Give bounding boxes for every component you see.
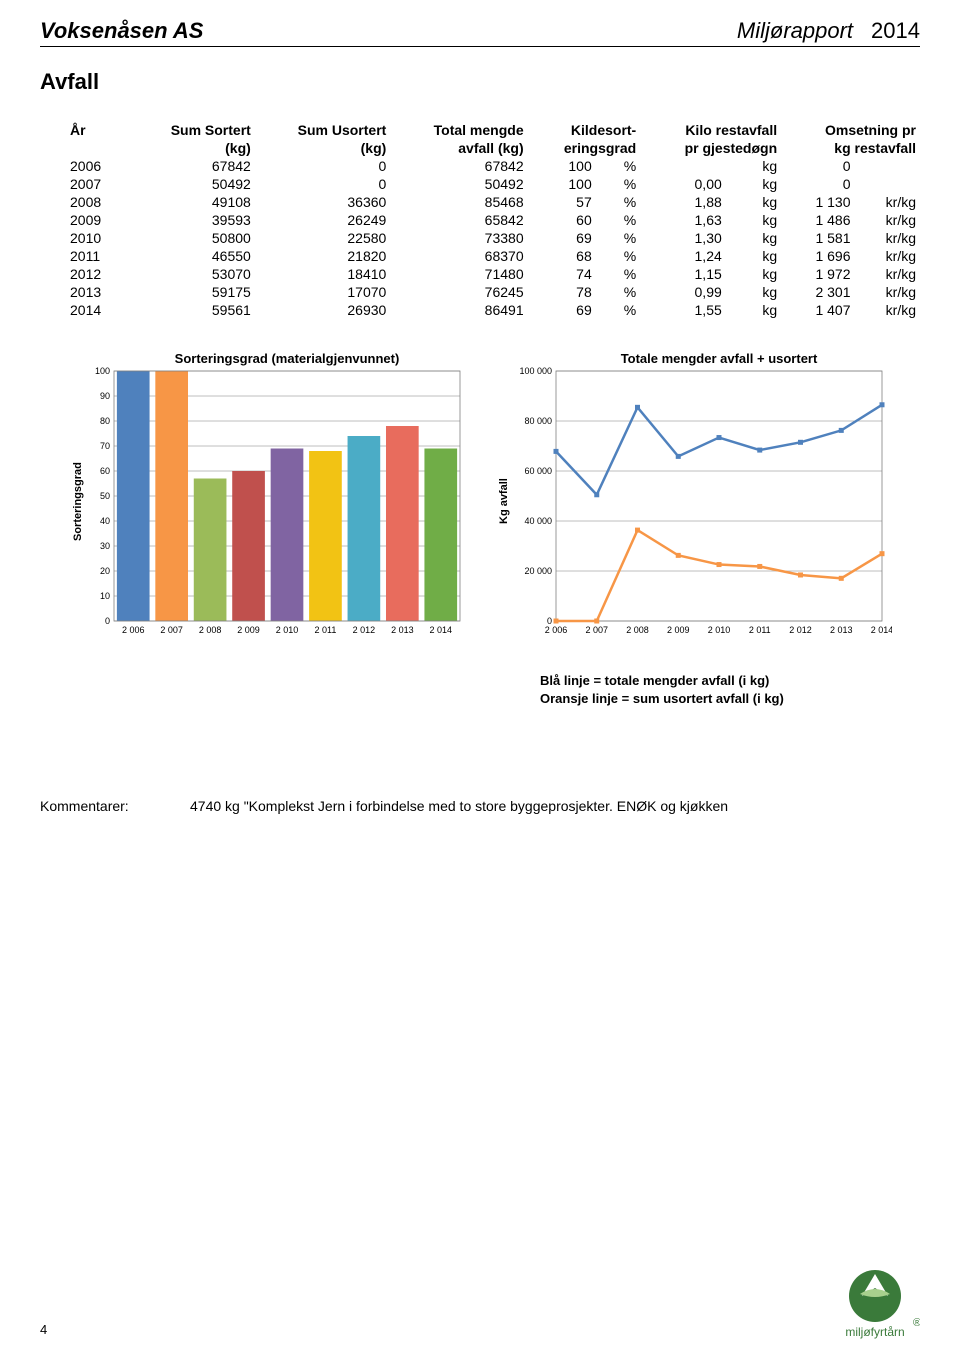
- svg-text:Sorteringsgrad (materialgjenvu: Sorteringsgrad (materialgjenvunnet): [175, 351, 400, 366]
- bar-chart: Sorteringsgrad (materialgjenvunnet) 0 10 20…: [86, 349, 466, 654]
- svg-text:2 007: 2 007: [585, 625, 608, 635]
- page-header: Voksenåsen AS Miljørapport2014: [40, 18, 920, 47]
- bar-y-label: Sorteringsgrad: [70, 349, 86, 654]
- table-row: 201253070184107148074%1,15kg1 972kr/kg: [40, 265, 920, 283]
- svg-text:2 012: 2 012: [789, 625, 812, 635]
- svg-text:2 014: 2 014: [430, 625, 453, 635]
- svg-text:60: 60: [100, 466, 110, 476]
- svg-text:0: 0: [105, 616, 110, 626]
- comments-text: 4740 kg "Komplekst Jern i forbindelse me…: [190, 798, 920, 814]
- svg-text:20 000: 20 000: [524, 566, 552, 576]
- svg-text:70: 70: [100, 441, 110, 451]
- table-row: 200849108363608546857%1,88kg1 130kr/kg: [40, 193, 920, 211]
- svg-text:20: 20: [100, 566, 110, 576]
- svg-text:2 012: 2 012: [353, 625, 376, 635]
- comments-label: Kommentarer:: [40, 798, 190, 814]
- section-title: Avfall: [40, 69, 920, 95]
- comments: Kommentarer: 4740 kg "Komplekst Jern i f…: [40, 798, 920, 814]
- bar-chart-wrap: Sorteringsgrad Sorteringsgrad (materialg…: [70, 349, 466, 654]
- miljofyrtarn-logo: miljøfyrtårn ®: [830, 1266, 920, 1351]
- svg-text:2 009: 2 009: [667, 625, 690, 635]
- th-oms: Omsetning pr: [781, 121, 920, 139]
- svg-text:2 013: 2 013: [830, 625, 853, 635]
- legend-blue: Blå linje = totale mengder avfall (i kg): [540, 672, 920, 690]
- table-row: 201050800225807338069%1,30kg1 581kr/kg: [40, 229, 920, 247]
- svg-text:80: 80: [100, 416, 110, 426]
- svg-text:2 006: 2 006: [122, 625, 145, 635]
- svg-text:2 013: 2 013: [391, 625, 414, 635]
- table-row: 200667842067842100%kg0: [40, 157, 920, 175]
- th-total: Total mengde: [390, 121, 527, 139]
- svg-text:2 010: 2 010: [708, 625, 731, 635]
- svg-text:40: 40: [100, 516, 110, 526]
- logo-text: miljøfyrtårn: [845, 1325, 904, 1339]
- chart-legend: Blå linje = totale mengder avfall (i kg)…: [540, 672, 920, 708]
- svg-text:®: ®: [913, 1317, 920, 1329]
- svg-text:100: 100: [95, 366, 110, 376]
- svg-text:2 009: 2 009: [237, 625, 260, 635]
- th-kilo: Kilo restavfall: [640, 121, 781, 139]
- svg-text:Totale mengder avfall + usorte: Totale mengder avfall + usortert: [621, 351, 818, 366]
- svg-text:80 000: 80 000: [524, 416, 552, 426]
- svg-text:10: 10: [100, 591, 110, 601]
- th-year: År: [40, 121, 131, 139]
- th-usortert: Sum Usortert: [255, 121, 391, 139]
- charts-row: Sorteringsgrad Sorteringsgrad (materialg…: [70, 349, 920, 654]
- waste-table: År Sum Sortert Sum Usortert Total mengde…: [40, 121, 920, 319]
- svg-text:90: 90: [100, 391, 110, 401]
- th-sortert: Sum Sortert: [131, 121, 255, 139]
- svg-text:2 008: 2 008: [199, 625, 222, 635]
- table-row: 200939593262496584260%1,63kg1 486kr/kg: [40, 211, 920, 229]
- svg-text:50: 50: [100, 491, 110, 501]
- svg-text:100 000: 100 000: [519, 366, 552, 376]
- svg-text:2 011: 2 011: [749, 625, 771, 635]
- legend-orange: Oransje linje = sum usortert avfall (i k…: [540, 690, 920, 708]
- page-number: 4: [40, 1322, 47, 1337]
- line-y-label: Kg avfall: [496, 349, 512, 654]
- table-row: 201359175170707624578%0,99kg2 301kr/kg: [40, 283, 920, 301]
- svg-text:2 010: 2 010: [276, 625, 299, 635]
- svg-text:30: 30: [100, 541, 110, 551]
- table-row: 200750492050492100%0,00kg0: [40, 175, 920, 193]
- table-row: 201459561269308649169%1,55kg1 407kr/kg: [40, 301, 920, 319]
- svg-text:2 011: 2 011: [315, 625, 337, 635]
- company-name: Voksenåsen AS: [40, 18, 203, 44]
- svg-text:2 008: 2 008: [626, 625, 649, 635]
- svg-text:2 006: 2 006: [545, 625, 568, 635]
- svg-text:40 000: 40 000: [524, 516, 552, 526]
- svg-text:60 000: 60 000: [524, 466, 552, 476]
- table-row: 201146550218206837068%1,24kg1 696kr/kg: [40, 247, 920, 265]
- report-title: Miljørapport2014: [737, 18, 920, 44]
- th-kilde: Kildesort-: [528, 121, 641, 139]
- svg-text:2 007: 2 007: [160, 625, 183, 635]
- line-chart: Totale mengder avfall + usortert020 0004…: [512, 349, 892, 654]
- svg-text:2 014: 2 014: [871, 625, 892, 635]
- line-chart-wrap: Kg avfall Totale mengder avfall + usorte…: [496, 349, 892, 654]
